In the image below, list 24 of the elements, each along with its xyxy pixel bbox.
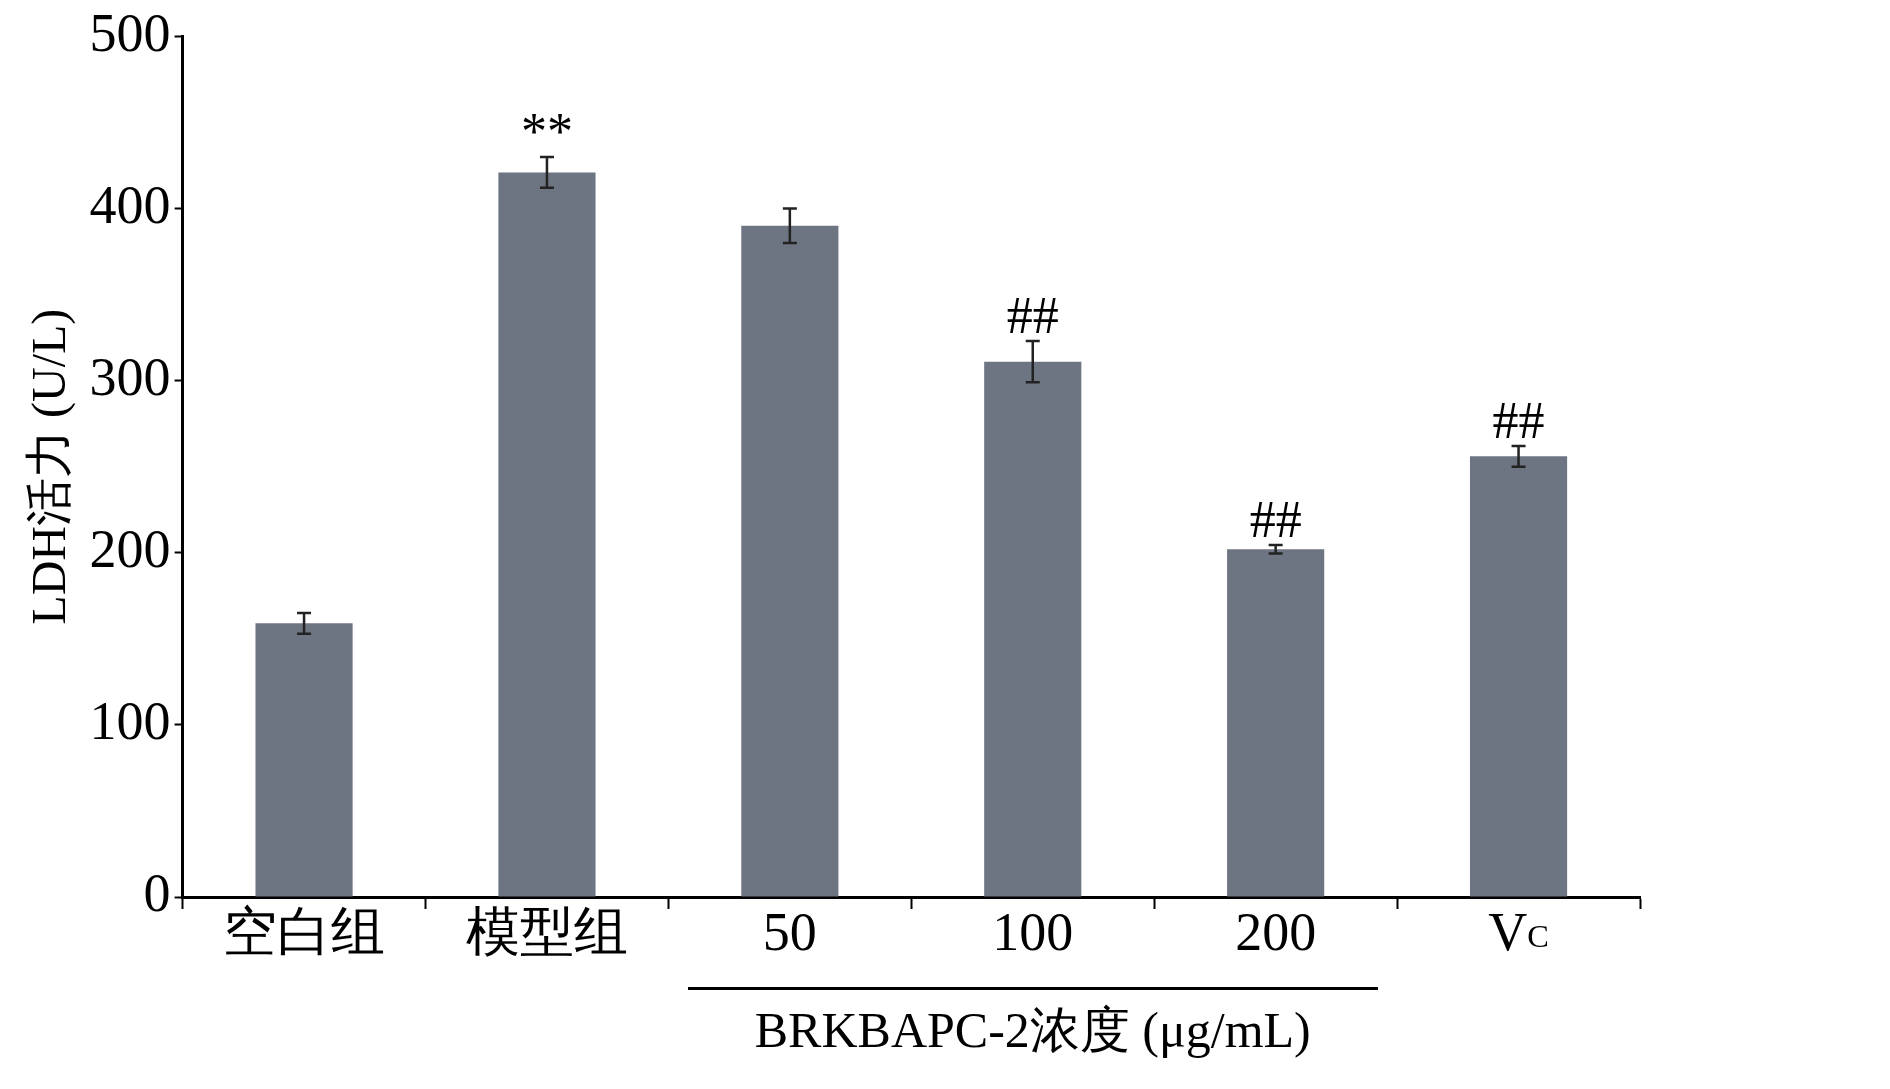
x-tick-label: 空白组 (223, 902, 386, 963)
y-tick-label: 100 (89, 691, 171, 752)
x-tick-label: 模型组 (465, 902, 628, 963)
bar (255, 623, 353, 897)
bar (498, 172, 596, 897)
x-tick-label: 50 (762, 902, 817, 963)
x-tick-label: 200 (1235, 902, 1317, 963)
bar (741, 225, 839, 897)
annotation: ## (1249, 491, 1302, 549)
y-tick-label: 300 (89, 346, 171, 407)
y-tick-label: 400 (89, 174, 171, 235)
y-tick-label: 500 (89, 2, 171, 63)
x-tick-label: 100 (992, 902, 1074, 963)
bar (984, 361, 1082, 897)
y-tick-label: 0 (143, 863, 171, 924)
bar (1227, 549, 1325, 897)
x-tick-label: VC (1488, 902, 1549, 963)
y-tick-label: 200 (89, 518, 171, 579)
annotation: ## (1006, 287, 1059, 345)
annotation: ** (520, 102, 573, 160)
y-axis-title: LDH活力 (U/L) (22, 308, 77, 625)
x-axis-title: BRKBAPC-2浓度 (μg/mL) (754, 1002, 1311, 1059)
annotation: ## (1492, 392, 1545, 450)
bar (1469, 456, 1568, 897)
